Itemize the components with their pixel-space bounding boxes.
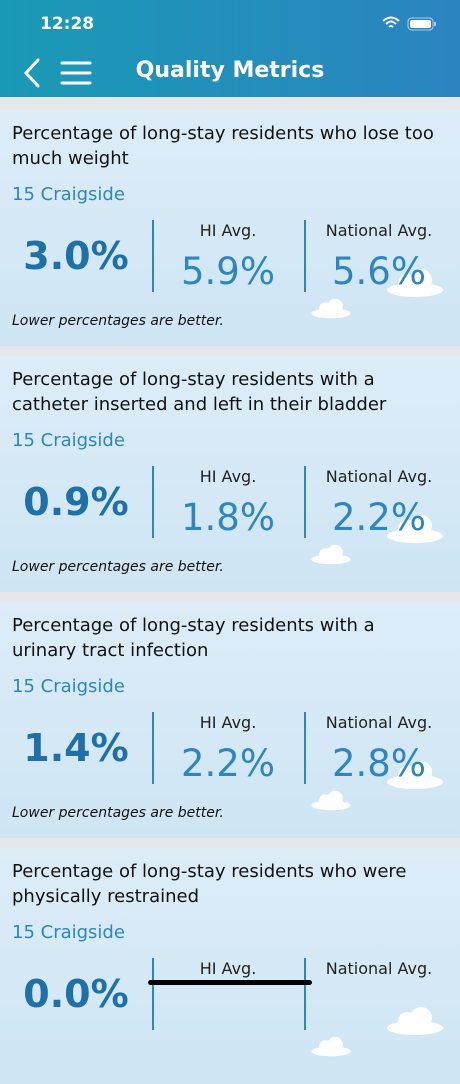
status-time: 12:28: [40, 14, 95, 34]
divider: [304, 712, 306, 784]
cloud: [311, 544, 351, 565]
facility-value: 0.0%: [23, 972, 129, 1016]
metric-card: Percentage of long-stay residents with a…: [0, 356, 460, 592]
national-value: 5.6%: [332, 250, 426, 293]
metric-title: Percentage of long-stay residents who lo…: [12, 123, 434, 169]
hi-value: 5.9%: [181, 250, 275, 293]
facility-value: 0.9%: [23, 480, 129, 524]
header: 12:28 Quality Metrics: [0, 0, 460, 97]
note: Lower percentages are better.: [12, 313, 224, 329]
national-value: 2.8%: [332, 742, 426, 785]
divider: [304, 958, 306, 1030]
facility-value: 3.0%: [23, 234, 129, 278]
hi-label: HI Avg.: [199, 221, 257, 240]
facility-name: 15 Craigside: [12, 430, 125, 451]
hi-value: 1.8%: [181, 496, 275, 539]
metric-title: Percentage of long-stay residents with a…: [12, 615, 375, 661]
note: Lower percentages are better.: [12, 805, 224, 821]
home-indicator: [148, 980, 312, 985]
cloud: [387, 515, 443, 543]
divider: [304, 220, 306, 292]
metric-card: Percentage of long-stay residents who lo…: [0, 110, 460, 346]
facility-name: 15 Craigside: [12, 676, 125, 697]
hi-value: 2.2%: [181, 742, 275, 785]
national-label: National Avg.: [325, 959, 433, 978]
national-value: 2.2%: [332, 496, 426, 539]
cloud: [387, 1007, 443, 1035]
cloud: [387, 761, 443, 789]
divider: [152, 466, 154, 538]
cloud: [311, 790, 351, 811]
divider: [152, 220, 154, 292]
hi-label: HI Avg.: [199, 467, 257, 486]
metric-title: Percentage of long-stay residents who we…: [12, 861, 407, 907]
national-label: National Avg.: [325, 713, 433, 732]
cloud: [311, 1036, 351, 1057]
metric-card: Percentage of long-stay residents who we…: [0, 848, 460, 1084]
divider: [152, 712, 154, 784]
divider: [152, 958, 154, 1030]
metric-card: Percentage of long-stay residents with a…: [0, 602, 460, 838]
hi-label: HI Avg.: [199, 713, 257, 732]
note: Lower percentages are better.: [12, 559, 224, 575]
header-title: Quality Metrics: [135, 58, 325, 83]
national-label: National Avg.: [325, 221, 433, 240]
cloud: [387, 269, 443, 297]
hi-label: HI Avg.: [199, 959, 257, 978]
facility-value: 1.4%: [23, 726, 129, 770]
metric-title: Percentage of long-stay residents with a…: [12, 369, 387, 415]
facility-name: 15 Craigside: [12, 184, 125, 205]
status-icons: [382, 16, 436, 31]
facility-name: 15 Craigside: [12, 922, 125, 943]
nav-buttons[interactable]: [20, 58, 95, 88]
national-label: National Avg.: [325, 467, 433, 486]
cloud: [311, 298, 351, 319]
divider: [304, 466, 306, 538]
